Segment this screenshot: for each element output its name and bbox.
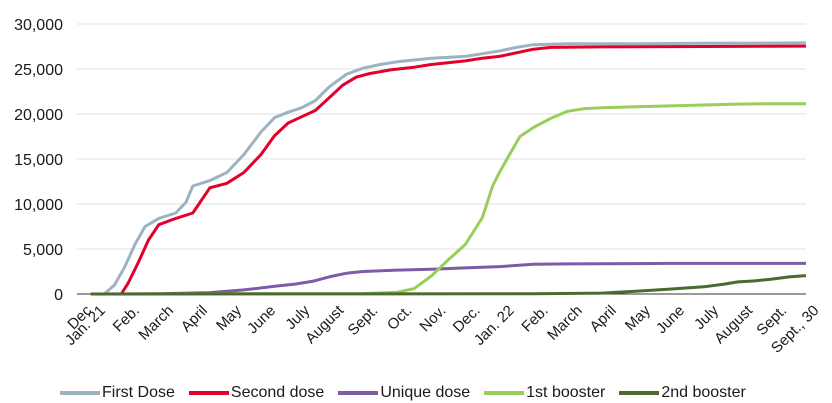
legend-item: 1st booster — [484, 384, 605, 402]
legend-label: 1st booster — [526, 384, 606, 401]
legend-swatch — [619, 391, 660, 395]
y-tick-label: 10,000 — [14, 197, 63, 214]
x-tick-label: June — [244, 302, 279, 337]
x-tick-label: August — [302, 302, 348, 348]
x-tick-label: March — [135, 302, 176, 343]
legend-label: First Dose — [102, 384, 175, 401]
y-tick-label: 0 — [54, 287, 63, 304]
x-tick-label: Nov. — [416, 302, 449, 335]
x-tick-label: August — [711, 302, 757, 348]
x-tick-label: May — [213, 302, 245, 334]
y-tick-label: 15,000 — [14, 152, 63, 169]
x-tick-label: May — [622, 302, 654, 334]
y-tick-label: 5,000 — [23, 242, 63, 259]
series-line-second-dose — [120, 44, 807, 295]
legend-item: First Dose — [60, 384, 175, 402]
legend-swatch — [60, 391, 100, 395]
series-line-2nd-booster — [90, 274, 807, 296]
series-line-1st-booster — [90, 102, 806, 296]
legend-item: 2nd booster — [619, 384, 746, 402]
y-tick-label: 20,000 — [14, 107, 63, 124]
legend: First Dose Second dose Unique dose 1st boos… — [60, 384, 760, 402]
y-axis-ticks: 0 5,000 10,000 15,000 20,000 25,000 30,000 — [14, 17, 63, 304]
legend-label: Unique dose — [380, 384, 471, 401]
legend-item: Second dose — [188, 384, 325, 402]
legend-swatch — [188, 391, 229, 395]
legend-swatch — [484, 391, 525, 395]
x-tick-label: Oct. — [384, 302, 415, 333]
x-tick-label: April — [178, 302, 211, 335]
legend-swatch — [338, 391, 379, 395]
legend-label: Second dose — [230, 384, 325, 401]
series-line-unique-dose — [90, 261, 806, 296]
legend-label: 2nd booster — [661, 384, 746, 401]
y-tick-label: 25,000 — [14, 62, 63, 79]
series-lines — [90, 41, 807, 296]
x-tick-label: Sept. — [345, 302, 382, 339]
x-tick-label: March — [544, 302, 585, 343]
legend-item: Unique dose — [338, 384, 470, 402]
x-tick-label: June — [653, 302, 688, 337]
y-tick-label: 30,000 — [14, 17, 63, 34]
series-line-first-dose — [103, 41, 807, 296]
x-tick-label: April — [587, 302, 620, 335]
